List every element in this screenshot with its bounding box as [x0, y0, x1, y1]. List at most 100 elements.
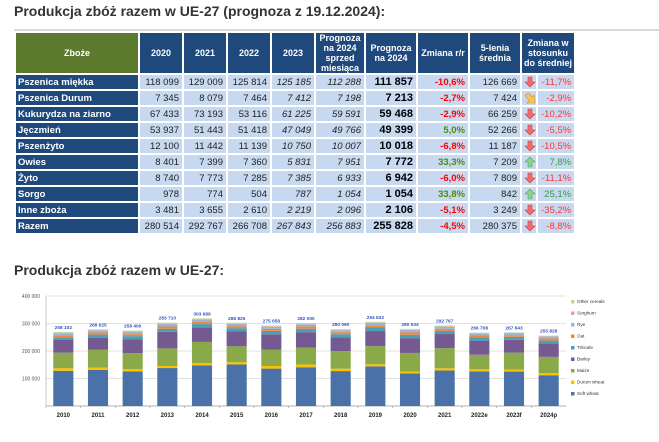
bar-segment-other-cereals — [122, 330, 143, 332]
bar-total-label: 282 000 — [297, 316, 315, 322]
value-forecast: 59 468 — [366, 107, 416, 121]
bar-segment-other-cereals — [399, 328, 421, 330]
bar-segment-triticale — [503, 336, 525, 340]
y-tick-label: 100 000 — [22, 377, 40, 383]
value-forecast: 49 399 — [366, 123, 416, 137]
value-5yr-avg: 52 266 — [470, 123, 520, 137]
legend-label: Other cereals — [577, 299, 605, 304]
bar-segment-oat — [365, 325, 386, 328]
value-2022: 7 285 — [228, 171, 270, 185]
arrow-down-icon — [524, 108, 536, 120]
table-title: Produkcja zbóż razem w UE-27 (prognoza z… — [14, 3, 386, 19]
bar-segment-triticale — [469, 337, 490, 341]
bar-segment-durum-wheat — [226, 362, 247, 365]
bar-segment-rye — [538, 336, 559, 339]
value-2020: 8 740 — [140, 171, 182, 185]
value-2023: 7 385 — [272, 171, 314, 185]
value-prev-forecast: 10 007 — [316, 139, 364, 153]
header-vs-avg: Zmiana w stosunku do średniej — [522, 33, 575, 73]
arrow-diagonal-down-icon — [524, 92, 536, 104]
bar-segment-oat — [330, 332, 351, 335]
trend-arrow-cell — [522, 123, 536, 137]
bar-segment-other-cereals — [53, 332, 74, 334]
crop-name: Razem — [16, 219, 138, 233]
bar-segment-other-cereals — [469, 332, 490, 334]
bar-segment-soft-wheat — [87, 369, 109, 406]
value-2023: 47 049 — [272, 123, 314, 137]
bar-segment-other-cereals — [503, 332, 525, 333]
table-body: Pszenica miękka 118 099 129 009 125 814 125 … — [16, 75, 575, 233]
bar-segment-barley — [434, 334, 455, 349]
bar-segment-barley — [330, 337, 351, 352]
header-5yr-avg: 5-lenia średnia — [470, 33, 520, 73]
bar-segment-durum-wheat — [87, 367, 109, 370]
bar-segment-triticale — [53, 337, 74, 340]
bar-total-label: 288 825 — [228, 316, 246, 322]
bar-segment-barley — [503, 339, 525, 353]
bar-segment-soft-wheat — [261, 368, 282, 406]
bar-segment-durum-wheat — [469, 369, 490, 372]
value-vs-avg: -2,9% — [538, 91, 575, 105]
value-vs-avg: -35,2% — [538, 203, 575, 217]
value-2020: 7 345 — [140, 91, 182, 105]
bar-total-label: 280 090 — [332, 322, 350, 328]
value-2020: 280 514 — [140, 219, 182, 233]
bar-segment-durum-wheat — [503, 369, 525, 372]
crop-name: Jęczmień — [16, 123, 138, 137]
value-prev-forecast: 1 054 — [316, 187, 364, 201]
value-prev-forecast: 112 288 — [316, 75, 364, 89]
header-grain: Zboże — [16, 33, 138, 73]
trend-arrow-cell — [522, 91, 536, 105]
bar-total-label: 283 710 — [159, 316, 177, 322]
legend-swatch — [571, 346, 575, 350]
y-tick-label: 300 000 — [22, 322, 40, 328]
bar-segment-rye — [261, 326, 282, 329]
bar-segment-rye — [434, 326, 455, 329]
bar-segment-other-cereals — [87, 329, 109, 331]
bar-segment-soft-wheat — [226, 364, 247, 406]
x-tick-label: 2023f — [506, 413, 522, 419]
bar-segment-barley — [122, 339, 143, 354]
chart-title: Produkcja zbóż razem w UE-27: — [14, 262, 225, 278]
bar-segment-triticale — [434, 330, 455, 335]
table-row: Pszenżyto 12 100 11 442 11 139 10 750 10 007 1… — [16, 139, 575, 153]
legend-swatch — [571, 369, 575, 373]
value-2021: 11 442 — [184, 139, 226, 153]
bar-segment-maize — [157, 348, 178, 366]
value-prev-forecast: 7 951 — [316, 155, 364, 169]
legend-label: Soft wheat — [577, 391, 599, 396]
y-tick-label: 200 000 — [22, 349, 40, 355]
bar-segment-other-cereals — [191, 318, 213, 320]
header-yoy: Zmiana r/r — [418, 33, 468, 73]
table-row: Owies 8 401 7 399 7 360 5 831 7 951 7 772 33,3%… — [16, 155, 575, 169]
bar-segment-other-cereals — [295, 323, 317, 325]
header-2020: 2020 — [140, 33, 182, 73]
legend-swatch — [571, 334, 575, 338]
legend-label: Triticale — [577, 345, 593, 350]
x-tick-label: 2013 — [161, 413, 175, 419]
bar-segment-maize — [261, 349, 282, 366]
value-2021: 7 399 — [184, 155, 226, 169]
header-2022: 2022 — [228, 33, 270, 73]
bar-segment-barley — [538, 343, 559, 357]
bar-segment-soft-wheat — [399, 373, 421, 406]
y-tick-label: 400 000 — [22, 294, 40, 300]
bar-segment-maize — [122, 353, 143, 370]
crop-name: Owies — [16, 155, 138, 169]
value-2021: 73 193 — [184, 107, 226, 121]
bar-segment-soft-wheat — [469, 371, 490, 406]
bar-segment-durum-wheat — [295, 364, 317, 368]
bar-segment-other-cereals — [261, 325, 282, 327]
bar-segment-durum-wheat — [191, 363, 213, 366]
bar-total-label: 268 625 — [89, 322, 107, 328]
value-2021: 292 767 — [184, 219, 226, 233]
value-vs-avg: 25,1% — [538, 187, 575, 201]
bar-segment-maize — [503, 352, 525, 370]
bar-segment-oat — [399, 332, 421, 335]
trend-arrow-cell — [522, 75, 536, 89]
x-tick-label: 2019 — [369, 413, 383, 419]
value-prev-forecast: 7 198 — [316, 91, 364, 105]
crop-name: Żyto — [16, 171, 138, 185]
bar-segment-maize — [295, 347, 317, 365]
bar-segment-maize — [538, 356, 559, 374]
